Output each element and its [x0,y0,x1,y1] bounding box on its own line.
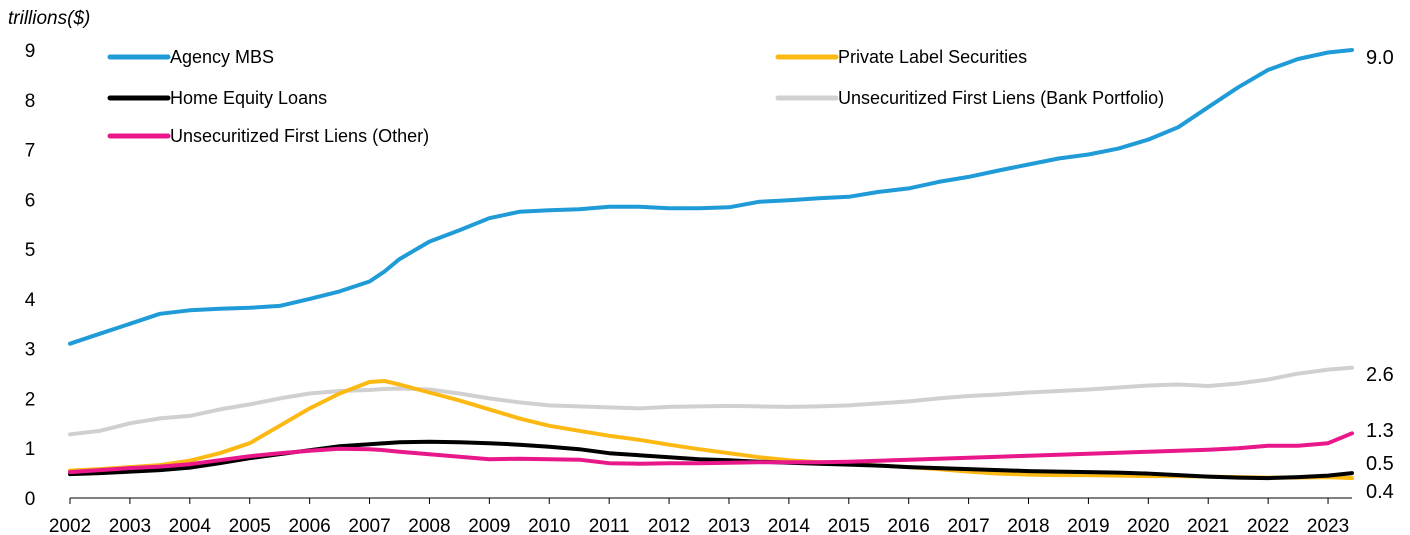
x-tick-label: 2019 [1067,516,1109,535]
x-tick-label: 2011 [589,516,630,535]
y-tick-label: 3 [25,340,36,361]
x-tick-label: 2017 [947,516,989,535]
x-tick-label: 2022 [1247,516,1289,535]
x-tick-label: 2004 [169,516,212,535]
y-axis: 0 1 2 3 4 5 6 7 8 9 [25,41,36,510]
series-line-4 [68,431,1354,475]
legend-entry: Unsecuritized First Liens (Bank Portfoli… [838,88,1164,108]
y-axis-label: trillions($) [8,8,90,29]
x-tick-label: 2005 [229,516,271,535]
y-tick-label: 2 [25,389,36,410]
end-labels: 9.0 0.4 0.5 2.6 1.3 [1366,47,1394,503]
x-tick-label: 2009 [468,516,510,535]
series-line-0 [68,48,1354,346]
y-tick-label: 1 [25,439,36,460]
legend-entry: Agency MBS [170,47,274,67]
legend-entry: Unsecuritized First Liens (Other) [170,126,429,146]
x-axis: 2002 2003 2004 2005 2006 2007 2008 2009 2010 2011… [49,498,1349,535]
legend-entry: Home Equity Loans [170,88,327,108]
legend-entry: Private Label Securities [838,47,1027,67]
y-tick-label: 0 [25,489,36,510]
x-tick-label: 2023 [1307,516,1349,535]
y-tick-label: 5 [25,240,36,261]
x-tick-label: 2020 [1127,516,1169,535]
end-value-label: 1.3 [1366,420,1394,442]
legend: Agency MBS Private Label Securities Home E… [107,47,1164,146]
x-tick-label: 2008 [408,516,450,535]
x-tick-label: 2006 [288,516,330,535]
series-lines [68,48,1354,481]
end-value-label: 2.6 [1366,364,1394,386]
x-tick-label: 2016 [888,516,930,535]
x-tick-label: 2007 [348,516,390,535]
y-tick-label: 8 [25,91,36,112]
x-tick-label: 2010 [528,516,570,535]
x-tick-label: 2021 [1187,516,1229,535]
x-tick-label: 2012 [648,516,690,535]
x-tick-label: 2014 [768,516,811,535]
x-tick-label: 2013 [708,516,750,535]
x-tick-label: 2003 [109,516,151,535]
x-tick-label: 2018 [1007,516,1049,535]
x-tick-label: 2002 [49,516,91,535]
end-value-label: 0.5 [1366,453,1394,475]
series-line-3 [68,365,1354,437]
y-tick-label: 6 [25,190,36,211]
y-tick-label: 4 [25,290,36,311]
x-tick-label: 2015 [828,516,870,535]
series-line-2 [68,439,1354,481]
y-tick-label: 9 [25,41,36,62]
y-tick-label: 7 [25,141,36,162]
series-line-1 [68,379,1354,481]
end-value-label: 0.4 [1366,481,1394,503]
end-value-label: 9.0 [1366,47,1394,69]
